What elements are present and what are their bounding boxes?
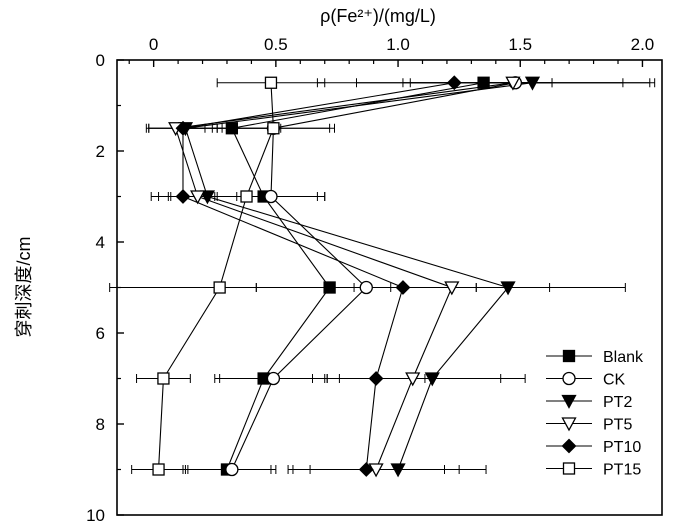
data-point: [175, 120, 191, 136]
markers-pt2: [177, 76, 541, 478]
markers-pt10: [175, 75, 462, 477]
legend-label: Blank: [603, 349, 644, 366]
data-point: [199, 190, 216, 205]
legend-marker: [562, 462, 576, 475]
x-tick-label: 1.5: [508, 35, 532, 54]
data-point: [267, 122, 280, 135]
legend-marker: [562, 349, 576, 363]
y-tick-label: 10: [86, 506, 105, 525]
data-point: [152, 463, 165, 476]
data-point: [264, 76, 278, 89]
legend-label: PT5: [603, 417, 632, 434]
series-line: [157, 82, 274, 470]
legend-label: CK: [603, 372, 626, 389]
legend-label: PT10: [603, 439, 641, 456]
series-pt2: [148, 78, 656, 474]
data-point: [240, 190, 253, 203]
data-point: [424, 372, 440, 387]
data-point: [359, 280, 373, 295]
series-ck: [187, 78, 553, 474]
series-blank: [182, 78, 651, 474]
y-tick-label: 8: [96, 415, 105, 434]
data-point: [190, 190, 206, 205]
x-tick-label: 0.5: [264, 35, 288, 54]
data-point: [477, 76, 490, 89]
y-tick-label: 6: [96, 324, 105, 343]
ticks-layer: 0 0.5 1.0 1.5 2.0 0 2 4 6 8 10: [86, 35, 654, 525]
markers-blank: [220, 76, 490, 476]
data-point: [225, 122, 239, 135]
x-tick-label: 0: [149, 35, 158, 54]
data-point: [390, 463, 406, 478]
series-line: [184, 82, 533, 470]
data-point: [524, 76, 541, 91]
y-tick-label: 0: [96, 51, 105, 70]
y-tick-label: 4: [96, 233, 105, 252]
legend: Blank CK PT2 PT5 PT10 PT15: [546, 349, 644, 479]
data-point: [505, 76, 521, 91]
legend-marker: [561, 438, 577, 454]
data-point: [213, 281, 226, 294]
legend-marker: [562, 371, 576, 386]
data-point: [395, 280, 411, 295]
x-tick-label: 1.0: [386, 35, 410, 54]
data-point: [358, 462, 374, 477]
data-point: [444, 281, 460, 296]
x-axis-title: ρ(Fe²⁺)/(mg/L): [320, 6, 436, 26]
legend-label: PT2: [603, 394, 632, 411]
y-axis-title: 穿刺深度/cm: [14, 237, 34, 338]
series-line: [226, 82, 484, 470]
data-point: [323, 281, 336, 294]
markers-pt5: [168, 76, 521, 478]
series-line: [174, 82, 513, 470]
x-tick-label: 2.0: [631, 35, 655, 54]
series-pt15: [109, 78, 331, 474]
data-point: [368, 371, 384, 386]
data-point: [266, 371, 281, 386]
series-pt5: [145, 78, 624, 474]
data-point: [405, 372, 421, 387]
series-line: [182, 82, 455, 470]
data-point: [500, 281, 516, 296]
legend-marker: [561, 417, 577, 432]
data-point: [157, 372, 170, 385]
series-layer: [109, 75, 656, 478]
series-line: [231, 82, 516, 470]
legend-marker: [561, 394, 577, 409]
data-point: [446, 75, 462, 91]
series-pt10: [148, 78, 553, 474]
data-point: [175, 189, 191, 204]
data-point: [264, 189, 278, 204]
legend-label: PT15: [603, 462, 641, 479]
y-tick-label: 2: [96, 142, 105, 161]
markers-pt15: [152, 76, 280, 476]
data-point: [225, 462, 239, 477]
